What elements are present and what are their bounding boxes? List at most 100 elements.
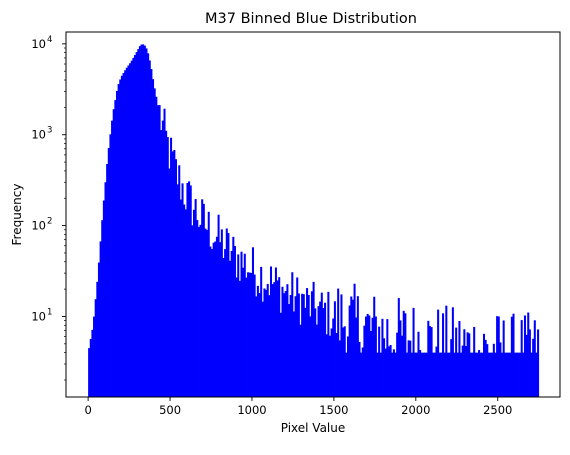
histogram-bar	[189, 185, 192, 397]
histogram-bar	[286, 284, 289, 397]
histogram-bar	[474, 352, 477, 397]
histogram-bar	[383, 338, 386, 397]
histogram-bar	[266, 283, 269, 397]
histogram-bar	[340, 294, 343, 397]
histogram-bar	[107, 148, 110, 397]
histogram-bar	[202, 203, 205, 397]
histogram-bar	[473, 326, 476, 397]
histogram-bar	[427, 320, 430, 397]
histogram-bar	[240, 251, 243, 397]
histogram-bar	[371, 317, 374, 397]
histogram-bar	[514, 352, 517, 397]
histogram-bar	[373, 296, 376, 397]
histogram-bar	[225, 228, 228, 397]
histogram-bar	[174, 159, 177, 397]
histogram-bar	[468, 333, 471, 397]
histogram-bar	[129, 63, 132, 397]
histogram-bar	[232, 236, 235, 397]
histogram-bar	[289, 295, 292, 397]
histogram-bar	[397, 298, 400, 397]
histogram-bar	[391, 352, 394, 397]
histogram-bar	[448, 352, 451, 397]
histogram-bar	[425, 352, 428, 397]
histogram-bar	[332, 318, 335, 397]
histogram-bar	[491, 352, 494, 397]
histogram-bar	[120, 75, 123, 398]
histogram-bar	[196, 220, 199, 397]
histogram-bar	[148, 60, 151, 397]
histogram-bar	[209, 246, 212, 397]
histogram-bar	[296, 277, 299, 397]
histogram-bar	[284, 291, 287, 397]
histogram-bar	[140, 44, 143, 398]
histogram-bar	[168, 168, 171, 397]
histogram-bar	[519, 352, 522, 397]
x-tick-label: 500	[159, 403, 181, 417]
histogram-bar	[433, 352, 436, 397]
histogram-bar	[399, 320, 402, 397]
histogram-bar	[366, 313, 369, 397]
histogram-bar	[409, 340, 412, 397]
histogram-bar	[115, 90, 119, 397]
histogram-bar	[471, 352, 474, 397]
histogram-bar	[356, 296, 359, 397]
histogram-bar	[476, 352, 479, 397]
histogram-bar	[256, 285, 259, 397]
histogram-bar	[306, 288, 309, 397]
histogram-bar	[251, 247, 255, 397]
histogram-bar	[464, 345, 468, 397]
histogram-bar	[192, 209, 196, 397]
histogram-bar	[271, 284, 274, 397]
histogram-bar	[401, 335, 404, 397]
y-tick-exponent: 4	[47, 35, 52, 45]
histogram-bar	[243, 253, 246, 397]
histogram-bar	[530, 352, 533, 397]
histogram-bar	[297, 293, 300, 397]
histogram-bar	[237, 254, 240, 397]
y-tick-label: 10	[31, 219, 46, 233]
histogram-bar	[392, 349, 395, 397]
histogram-bar	[443, 352, 446, 397]
histogram-bar	[186, 183, 189, 397]
histogram-bar	[112, 109, 115, 397]
histogram-bar	[194, 199, 197, 397]
histogram-bar	[227, 233, 230, 397]
histogram-bar	[145, 48, 148, 398]
histogram-bar	[396, 332, 399, 397]
histogram-bar	[315, 324, 318, 397]
histogram-bar	[424, 352, 427, 397]
histogram-bar	[353, 283, 356, 397]
x-tick-label: 2500	[483, 403, 512, 417]
histogram-bar	[150, 69, 153, 398]
histogram-bar	[533, 320, 536, 397]
histogram-bar	[153, 88, 156, 397]
histogram-bar	[222, 258, 225, 397]
histogram-bar	[337, 288, 340, 397]
histogram-bar	[158, 105, 161, 398]
histogram-bar	[361, 347, 364, 397]
x-tick-label: 2000	[401, 403, 430, 417]
histogram-bar	[99, 241, 102, 397]
histogram-bar	[235, 277, 238, 397]
histogram-bar	[348, 305, 351, 397]
histogram-bar	[381, 318, 384, 397]
histogram-bar	[261, 301, 264, 397]
histogram-bar	[233, 246, 236, 397]
histogram-bar	[310, 291, 313, 397]
histogram-bar	[369, 331, 372, 397]
histogram-bar	[143, 45, 146, 398]
histogram-bar	[410, 352, 413, 397]
histogram-bar	[322, 308, 325, 397]
histogram-bar	[292, 311, 295, 397]
histogram-bar	[455, 327, 458, 397]
histogram-bar	[299, 324, 302, 397]
histogram-bar	[96, 281, 99, 397]
histogram-bar	[268, 295, 271, 397]
histogram-bar	[384, 348, 387, 397]
histogram-bar	[404, 313, 407, 397]
histogram-bar	[188, 181, 191, 397]
histogram-bar	[343, 326, 346, 397]
histogram-bar	[245, 277, 248, 397]
histogram-bar	[89, 338, 92, 397]
histogram-bar	[215, 236, 218, 397]
